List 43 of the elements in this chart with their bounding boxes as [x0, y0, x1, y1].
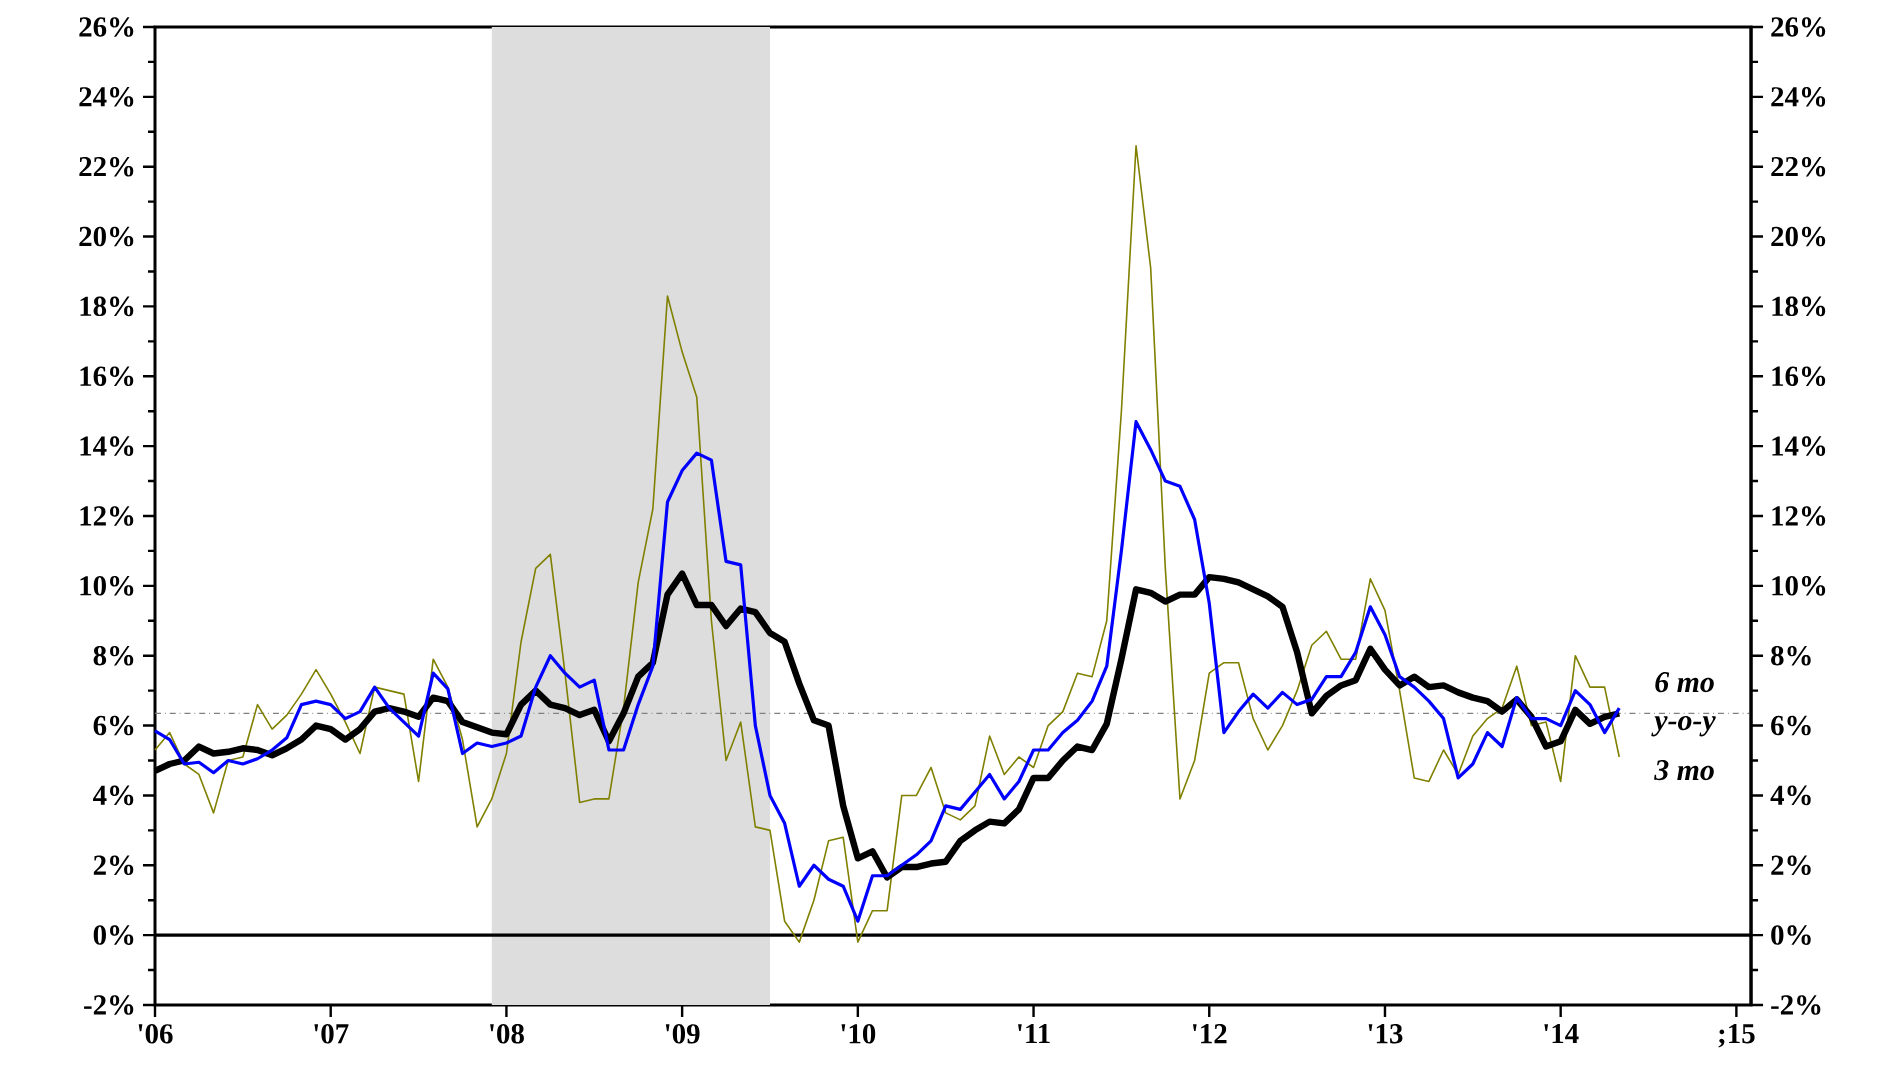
y-tick-label: 16%	[80, 366, 134, 387]
y2-tick-label: 4%	[1770, 785, 1811, 806]
series-label: 3 mo	[1654, 760, 1714, 781]
x-tick-label: '13	[1368, 1024, 1403, 1044]
series-label: y-o-y	[1651, 715, 1716, 737]
x-tick-label: ;15	[1718, 1024, 1755, 1048]
series-label: 6 mo	[1655, 672, 1714, 693]
y2-tick-label: 14%	[1772, 436, 1826, 456]
x-tick-label: '07	[314, 1024, 349, 1044]
x-tick-label: '12	[1192, 1024, 1227, 1044]
x-tick-label: '11	[1018, 1024, 1050, 1044]
y-tick-label: 26%	[79, 17, 134, 37]
x-tick-label: '09	[665, 1024, 700, 1044]
x-tick-label: '08	[490, 1024, 524, 1044]
y2-tick-label: 0%	[1771, 925, 1811, 945]
y2-tick-label: 8%	[1771, 645, 1811, 666]
y2-tick-label: 16%	[1772, 366, 1826, 387]
y-tick-label: -2%	[84, 995, 134, 1015]
y-tick-label: 14%	[80, 436, 134, 456]
x-tick-label: '06	[138, 1024, 173, 1044]
y-tick-label: 12%	[80, 506, 134, 526]
y2-tick-label: 20%	[1771, 226, 1826, 247]
y-tick-label: 24%	[79, 87, 134, 107]
x-tick-label: '10	[841, 1024, 876, 1044]
y-tick-label: 6%	[93, 715, 134, 736]
y-tick-label: 4%	[93, 785, 134, 806]
y-tick-label: 20%	[79, 226, 134, 247]
y2-tick-label: 26%	[1771, 17, 1826, 37]
y2-tick-label: 6%	[1771, 715, 1811, 736]
y-tick-label: 2%	[93, 855, 134, 876]
y2-tick-label: -2%	[1771, 995, 1821, 1015]
y2-tick-label: 12%	[1772, 506, 1826, 526]
y-tick-label: 22%	[79, 156, 134, 177]
y2-tick-label: 18%	[1772, 296, 1826, 317]
x-tick-label: '14	[1544, 1024, 1579, 1044]
y-tick-label: 8%	[93, 645, 134, 666]
y2-tick-label: 22%	[1771, 156, 1826, 177]
y2-tick-label: 2%	[1771, 855, 1811, 876]
y-tick-label: 18%	[80, 296, 134, 317]
y-tick-label: 0%	[93, 925, 134, 945]
y2-tick-label: 10%	[1772, 576, 1826, 596]
y-tick-label: 10%	[80, 576, 134, 596]
y2-tick-label: 24%	[1771, 87, 1826, 107]
